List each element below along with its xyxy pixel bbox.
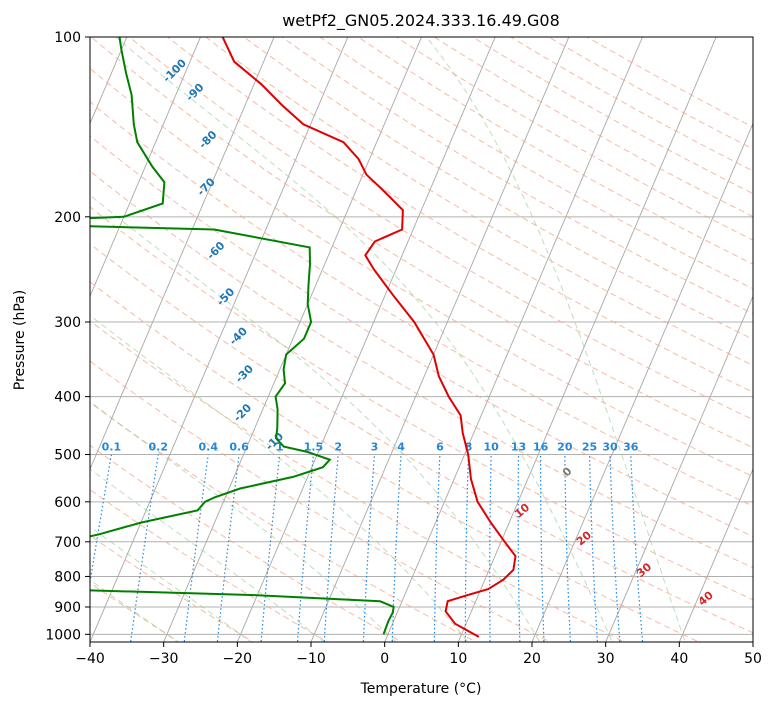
mixing-ratio-label: 2 <box>334 441 342 454</box>
mixing-ratio-label: 25 <box>582 441 597 454</box>
mixing-ratio-label: 0.4 <box>199 441 219 454</box>
isotherm-gridline <box>531 122 753 642</box>
mixing-ratio-label: 1.5 <box>304 441 324 454</box>
y-tick-label: 1000 <box>45 627 81 643</box>
y-tick-label: 400 <box>54 390 81 406</box>
mixing-ratio-line <box>90 454 112 587</box>
mixing-ratio-label: 6 <box>436 441 444 454</box>
isotherm-gridline <box>90 37 201 298</box>
dry-adiabat <box>90 67 753 478</box>
temperature-profile <box>221 37 517 638</box>
x-tick-label: 40 <box>670 651 688 667</box>
x-tick-label: 30 <box>597 651 615 667</box>
y-tick-label: 300 <box>54 315 81 331</box>
plot-frame <box>89 36 754 643</box>
y-axis-label: Pressure (hPa) <box>12 290 28 390</box>
x-tick-label: −40 <box>75 651 105 667</box>
dry-adiabat <box>90 206 753 601</box>
dry-adiabat <box>90 170 753 569</box>
chart-title: wetPf2_GN05.2024.333.16.49.G08 <box>282 11 560 31</box>
isotherm-gridline <box>678 467 753 642</box>
mixing-ratio-label: 0.1 <box>102 441 122 454</box>
dry-adiabat <box>90 37 753 449</box>
x-tick-label: 10 <box>449 651 467 667</box>
y-tick-label: 800 <box>54 569 81 585</box>
mixing-ratio-label: 0.2 <box>149 441 169 454</box>
moist-adiabat <box>114 37 613 642</box>
dry-adiabat <box>90 534 255 642</box>
mixing-ratio-label: 4 <box>397 441 405 454</box>
mixing-ratio-label: 16 <box>533 441 549 454</box>
mixing-ratio-label: 13 <box>511 441 526 454</box>
isotherm-gridline <box>384 37 643 642</box>
isotherm-gridline <box>310 37 570 642</box>
isotherm-gridline <box>236 37 496 642</box>
y-tick-label: 500 <box>54 448 81 464</box>
mixing-ratio-label: 30 <box>602 441 618 454</box>
isotherm-gridline <box>605 295 753 642</box>
x-axis: −40 −30 −20 −10 0 10 20 30 40 50 <box>75 642 762 667</box>
y-tick-label: 900 <box>54 600 81 616</box>
mixing-ratio-label: 8 <box>465 441 473 454</box>
dry-adiabat <box>90 320 626 642</box>
x-tick-label: 50 <box>744 651 762 667</box>
mixing-ratio-label: 36 <box>623 441 639 454</box>
mixing-ratio-label: 10 <box>483 441 499 454</box>
x-tick-label: 0 <box>380 651 389 667</box>
mixing-ratio-line <box>216 454 240 642</box>
moist-adiabat <box>425 37 686 642</box>
mixing-ratio-label: 0.6 <box>229 441 249 454</box>
mixing-ratio-label: 3 <box>371 441 379 454</box>
x-tick-label: −10 <box>296 651 326 667</box>
isotherm-gridline <box>90 37 349 642</box>
moist-adiabat <box>90 526 253 642</box>
dry-adiabat <box>319 37 753 290</box>
y-tick-label: 200 <box>54 210 81 226</box>
y-axis: 100 200 300 400 500 600 700 800 900 1000 <box>45 30 90 643</box>
dewpoint-profile <box>90 37 395 635</box>
dry-adiabat <box>90 488 329 642</box>
moist-adiabat <box>90 400 397 642</box>
dry-adiabat <box>204 37 753 367</box>
y-tick-label: 600 <box>54 495 81 511</box>
dry-adiabat <box>242 37 753 340</box>
x-tick-label: −30 <box>149 651 179 667</box>
isotherm-gridline <box>163 37 422 642</box>
x-axis-label: Temperature (°C) <box>360 681 482 697</box>
x-tick-label: −20 <box>223 651 253 667</box>
moist-adiabat <box>90 468 325 642</box>
dry-adiabat <box>90 281 701 642</box>
moist-adiabat <box>90 314 469 642</box>
moist-adiabat <box>90 579 179 642</box>
moist-adiabat <box>90 194 541 642</box>
dry-adiabat <box>90 243 753 634</box>
mixing-ratio-label: 1 <box>276 441 284 454</box>
y-tick-label: 100 <box>54 30 81 46</box>
dry-adiabat <box>90 444 403 642</box>
y-tick-label: 700 <box>54 535 81 551</box>
mixing-ratio-label: 20 <box>557 441 573 454</box>
x-tick-label: 20 <box>523 651 541 667</box>
mixing-ratio-line <box>183 454 209 642</box>
dry-adiabat <box>90 401 478 642</box>
dry-adiabat <box>90 360 552 642</box>
isotherm-gridline <box>90 37 275 471</box>
mixing-ratio-line <box>129 454 159 642</box>
